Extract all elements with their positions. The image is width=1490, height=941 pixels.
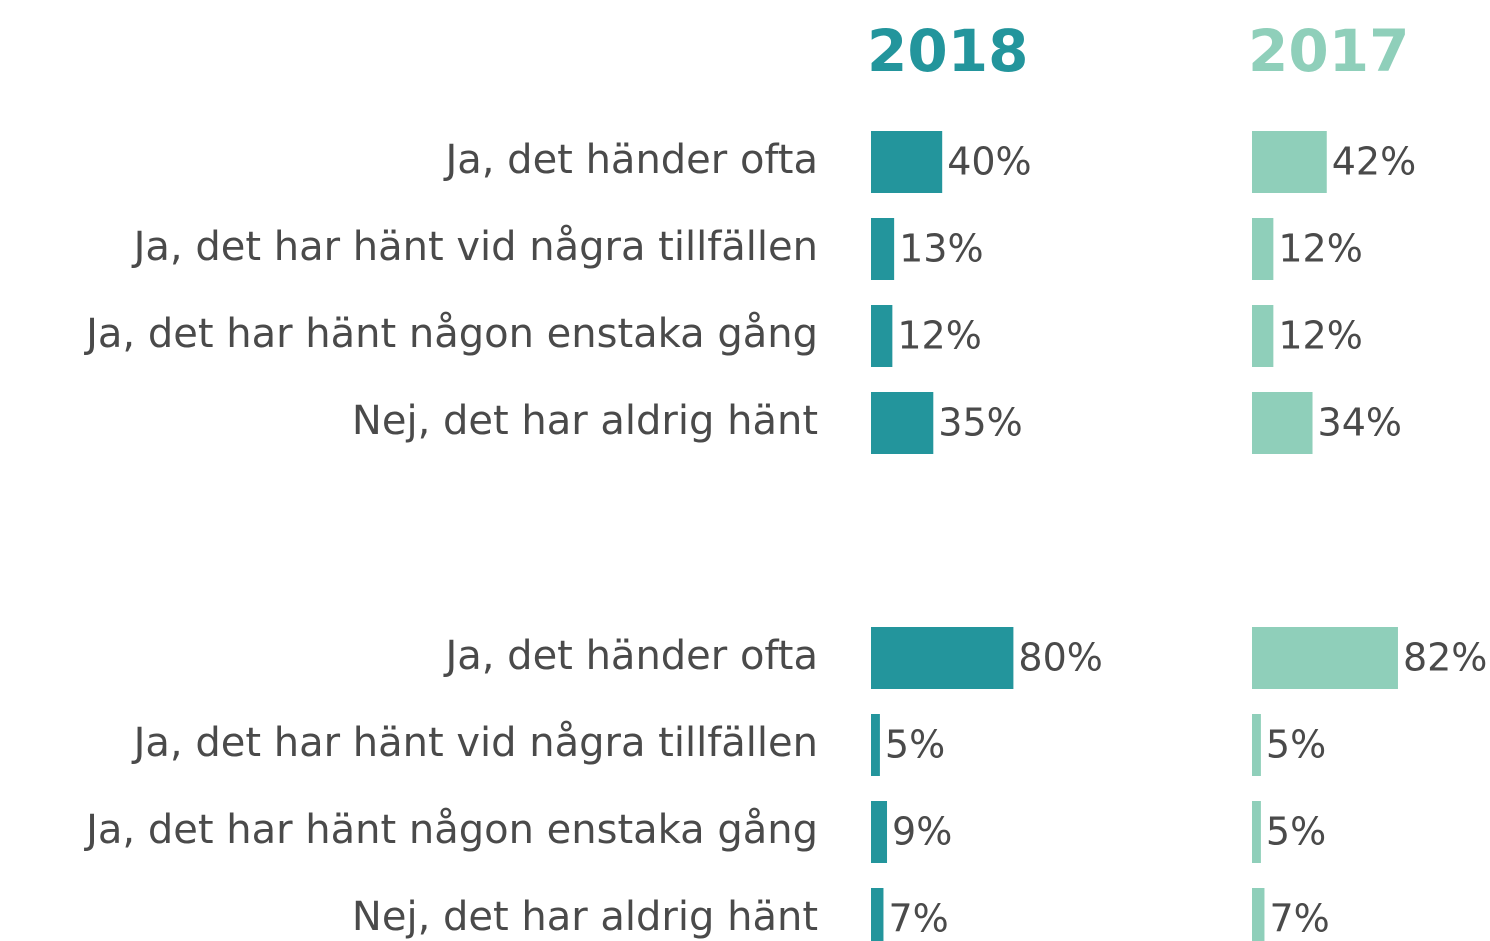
value-label: 12% xyxy=(1278,227,1362,271)
bar xyxy=(1252,801,1261,863)
bar xyxy=(1252,131,1327,193)
category-label: Ja, det har hänt någon enstaka gång xyxy=(83,311,818,357)
bar xyxy=(871,392,934,454)
category-label: Ja, det har hänt vid några tillfällen xyxy=(131,224,818,270)
value-label: 82% xyxy=(1403,636,1487,680)
bar xyxy=(871,131,943,193)
bar xyxy=(871,218,895,280)
value-label: 40% xyxy=(947,140,1031,184)
value-label: 7% xyxy=(888,897,948,941)
bar xyxy=(1252,714,1261,776)
series-header: 2017 xyxy=(1248,17,1409,85)
value-label: 80% xyxy=(1018,636,1102,680)
value-label: 5% xyxy=(1266,810,1326,854)
category-label: Ja, det händer ofta xyxy=(442,137,818,183)
bar xyxy=(871,305,893,367)
category-label: Nej, det har aldrig hänt xyxy=(352,894,818,940)
category-label: Ja, det har hänt någon enstaka gång xyxy=(83,807,818,853)
value-label: 34% xyxy=(1318,401,1402,445)
bar xyxy=(871,627,1014,689)
bar xyxy=(1252,305,1274,367)
value-label: 5% xyxy=(1266,723,1326,767)
value-label: 42% xyxy=(1332,140,1416,184)
bar xyxy=(871,888,884,941)
category-label: Nej, det har aldrig hänt xyxy=(352,398,818,444)
value-label: 12% xyxy=(1278,314,1362,358)
bar xyxy=(871,714,880,776)
value-label: 12% xyxy=(897,314,981,358)
category-label: Ja, det har hänt vid några tillfällen xyxy=(131,720,818,766)
series-header: 2018 xyxy=(867,17,1028,85)
bar xyxy=(1252,888,1265,941)
bar xyxy=(1252,218,1274,280)
value-label: 9% xyxy=(892,810,952,854)
value-label: 5% xyxy=(885,723,945,767)
bar xyxy=(1252,392,1313,454)
value-label: 7% xyxy=(1269,897,1329,941)
value-label: 13% xyxy=(899,227,983,271)
bar xyxy=(1252,627,1398,689)
bar xyxy=(871,801,888,863)
value-label: 35% xyxy=(938,401,1022,445)
category-label: Ja, det händer ofta xyxy=(442,633,818,679)
